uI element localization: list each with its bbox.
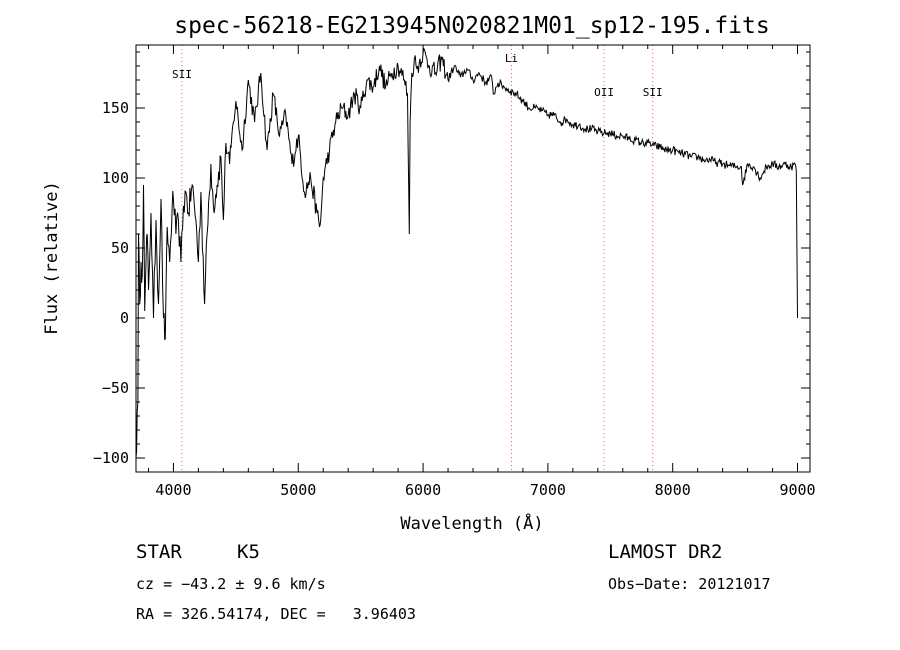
plot-area: SII Li OII SII (135, 45, 798, 472)
x-tick-label: 4000 (155, 481, 191, 499)
coordinates: RA = 326.54174, DEC = 3.96403 (136, 605, 416, 623)
x-tick-label: 6000 (405, 481, 441, 499)
line-label-1: Li (505, 52, 518, 65)
x-tick-label: 7000 (530, 481, 566, 499)
x-tick-label: 8000 (655, 481, 691, 499)
spectrum-line (135, 47, 798, 459)
x-axis-label: Wavelength (Å) (400, 512, 543, 534)
x-tick-label: 5000 (280, 481, 316, 499)
y-tick-label: 150 (102, 99, 129, 117)
object-subclass: K5 (237, 541, 260, 563)
y-tick-label: 0 (120, 309, 129, 327)
chart-title: spec-56218-EG213945N020821M01_sp12-195.f… (174, 13, 769, 39)
line-label-0: SII (172, 68, 192, 81)
survey-name: LAMOST DR2 (608, 541, 723, 563)
y-tick-label: 50 (111, 239, 129, 257)
line-label-2: OII (594, 86, 614, 99)
y-tick-label: 100 (102, 169, 129, 187)
line-label-3: SII (643, 86, 663, 99)
x-tick-label: 9000 (779, 481, 815, 499)
y-tick-label: −100 (93, 449, 129, 467)
y-axis: −100 −50 0 50 100 150 (93, 51, 810, 473)
redshift-readout: cz = −43.2 ± 9.6 km/s (136, 575, 326, 593)
object-class: STAR (136, 541, 182, 563)
y-axis-label: Flux (relative) (42, 181, 62, 335)
obs-date: Obs−Date: 20121017 (608, 575, 771, 593)
y-tick-label: −50 (102, 379, 129, 397)
x-axis: 4000 5000 6000 7000 8000 9000 (147, 45, 816, 499)
